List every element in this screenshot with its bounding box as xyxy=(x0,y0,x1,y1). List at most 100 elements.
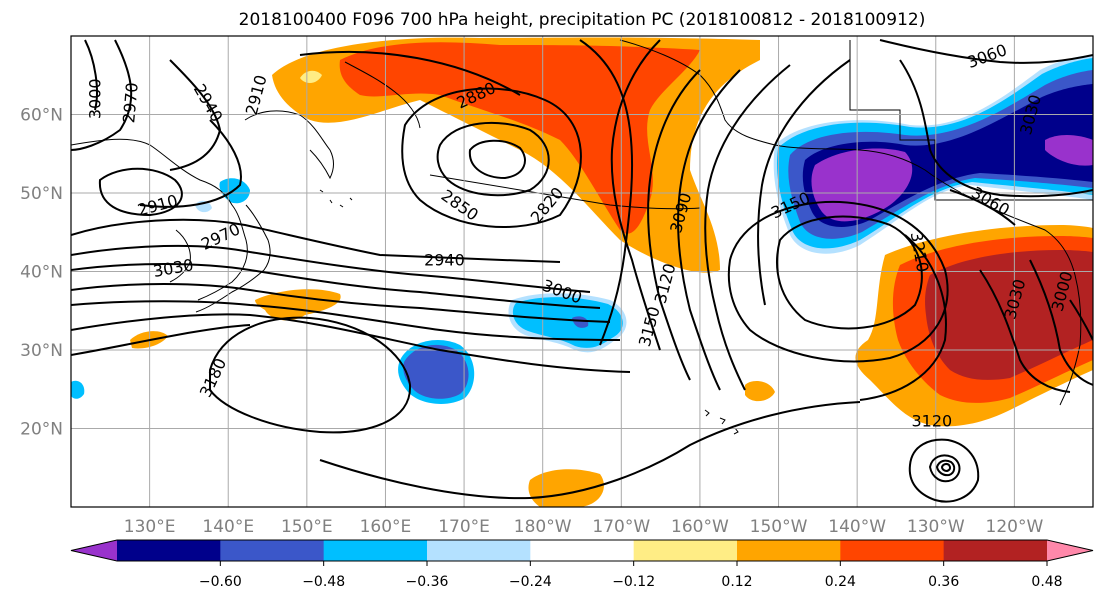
precip-region-central-cyan xyxy=(512,297,623,348)
contour-3120-ring xyxy=(908,438,980,503)
lon-tick-label: 150°W xyxy=(750,517,808,537)
lon-tick-label: 130°W xyxy=(907,517,965,537)
coastline-islands-nw xyxy=(319,189,353,208)
contour-label-text: 2940 xyxy=(424,251,465,270)
lat-tick-label: 20°N xyxy=(20,420,63,440)
colorbar-segment xyxy=(530,540,635,561)
height-contours xyxy=(71,39,1093,503)
coastline-kamchatka xyxy=(244,110,334,180)
precip-region-bering-yellow xyxy=(300,70,322,84)
contour-3060-flow xyxy=(71,283,611,323)
colorbar-tick-label: 0.36 xyxy=(928,574,959,590)
contour-2970-nw xyxy=(71,39,133,151)
latitude-ticks: 20°N 30°N 40°N 50°N 60°N xyxy=(20,106,63,440)
gridlines xyxy=(71,36,1093,507)
lat-tick-label: 30°N xyxy=(20,341,63,361)
precip-shading xyxy=(71,37,1093,507)
contour-3150-south xyxy=(319,401,861,500)
precip-region-kuroshio-orange xyxy=(255,289,341,321)
colorbar-tick-label: 0.12 xyxy=(721,574,752,590)
colorbar-segment xyxy=(323,540,428,561)
lon-tick-label: 160°E xyxy=(360,517,412,537)
colorbar-segment xyxy=(633,540,738,561)
contour-2910-nw xyxy=(139,119,242,208)
contour-3150-flow xyxy=(71,324,251,356)
contour-3030-ne xyxy=(899,59,1093,198)
contour-3000-e xyxy=(1029,259,1093,386)
contour-ridge-2 xyxy=(677,69,741,391)
contour-ridge-1 xyxy=(647,69,701,381)
contour-label: 2970 xyxy=(119,82,141,124)
longitude-ticks: 130°E 140°E 150°E 160°E 170°E 180°W 170°W 160°W… xyxy=(124,517,1044,537)
coastline-canada-border xyxy=(849,40,1093,201)
contour-3180-high xyxy=(209,316,412,434)
lon-tick-label: 130°E xyxy=(124,517,176,537)
colorbar-extend-low xyxy=(71,540,117,561)
coastline-hawaii xyxy=(704,409,739,435)
colorbar-tick-label: −0.24 xyxy=(509,574,552,590)
colorbar-tick-label: −0.12 xyxy=(612,574,655,590)
lon-tick-label: 160°W xyxy=(671,517,729,537)
contour-2970-flow xyxy=(71,218,561,263)
contour-2800-low xyxy=(468,139,526,180)
contour-3150-high xyxy=(727,200,949,363)
coastlines xyxy=(71,39,1093,435)
contour-2910-low xyxy=(98,167,183,217)
contour-trough-1 xyxy=(579,39,634,346)
contour-3060-e xyxy=(949,189,1016,226)
colorbar-segment xyxy=(117,540,221,561)
coastline-chukotka xyxy=(344,61,421,129)
precip-region-midpac-blue xyxy=(403,344,469,399)
contour-label: 3120 xyxy=(911,412,952,431)
contour-3120-inner1 xyxy=(928,454,961,483)
lon-tick-label: 140°W xyxy=(828,517,886,537)
contour-ridge-3 xyxy=(704,64,791,391)
contour-3090-flow xyxy=(71,300,621,341)
contour-label: 3000 xyxy=(86,78,105,119)
contour-3120-inner3 xyxy=(940,462,952,473)
contour-2880-low xyxy=(299,50,521,96)
coastline-asia xyxy=(71,138,248,301)
contour-3000-flow xyxy=(71,244,591,293)
lon-tick-label: 150°E xyxy=(281,517,333,537)
colorbar-segment xyxy=(220,540,325,561)
contour-3030-flow xyxy=(71,263,601,309)
precip-region-uswest-darkred xyxy=(925,250,1093,380)
lon-tick-label: 180°W xyxy=(514,517,572,537)
colorbar-tick-label: −0.36 xyxy=(406,574,449,590)
lon-tick-label: 170°W xyxy=(592,517,650,537)
precip-region-hawaii-orange xyxy=(745,380,775,402)
colorbar-segment xyxy=(737,540,841,561)
lon-tick-label: 170°E xyxy=(438,517,490,537)
contour-trough-2 xyxy=(610,39,661,351)
precip-region-philippine-cyan xyxy=(71,380,85,399)
contour-label-text: 2970 xyxy=(119,82,141,124)
map-frame xyxy=(70,35,1094,508)
contour-label: 2940 xyxy=(424,251,465,270)
lon-tick-label: 120°W xyxy=(986,517,1044,537)
contour-label-text: 3120 xyxy=(911,412,952,431)
contour-3210-east xyxy=(859,234,947,401)
colorbar-extend-high xyxy=(1047,540,1093,561)
map-title: 2018100400 F096 700 hPa height, precipit… xyxy=(239,10,926,30)
precip-region-alaska-purple xyxy=(811,148,913,222)
colorbar-segment xyxy=(840,540,945,561)
contour-3120-flow xyxy=(71,313,631,373)
colorbar-tick-label: 0.24 xyxy=(825,574,856,590)
coastline-korea xyxy=(169,229,191,283)
contour-3000-nw xyxy=(84,39,98,111)
contour-3060-ne xyxy=(879,39,1093,64)
colorbar-outline xyxy=(70,539,1094,562)
contour-3180-high-east xyxy=(776,215,923,330)
contour-2820-low xyxy=(436,121,550,197)
lat-tick-label: 40°N xyxy=(20,263,63,283)
colorbar: −0.60 −0.48 −0.36 −0.24 −0.12 0.12 0.24 0.36 0.4… xyxy=(70,539,1094,590)
lat-tick-label: 60°N xyxy=(20,106,63,126)
precip-region-bering-red xyxy=(339,42,700,234)
colorbar-segment xyxy=(943,540,1048,561)
contour-3120-inner2 xyxy=(935,459,956,477)
coastline-alaska xyxy=(619,39,1082,406)
contour-2970-e xyxy=(1069,299,1093,341)
